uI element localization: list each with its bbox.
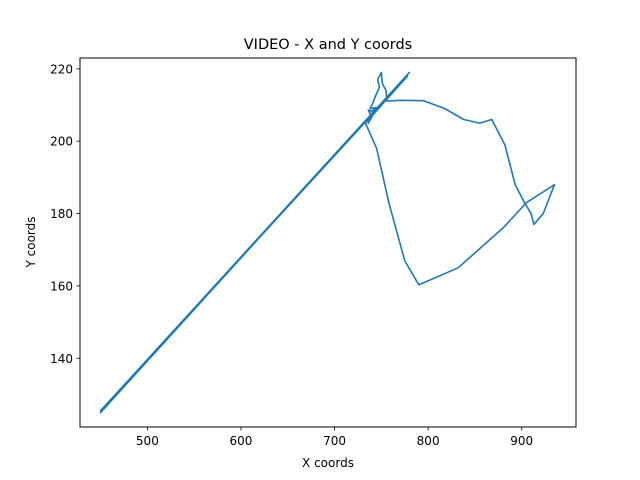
- x-axis: 500 600 700 800 900: [136, 427, 533, 448]
- y-axis-label: Y coords: [24, 216, 38, 268]
- x-axis-label: X coords: [302, 456, 354, 470]
- x-tick-label: 500: [136, 434, 159, 448]
- y-tick-label: 200: [50, 135, 73, 149]
- axes-frame: [79, 57, 577, 428]
- x-tick-label: 600: [230, 434, 253, 448]
- y-tick-label: 160: [50, 279, 73, 293]
- series-line: [99, 71, 556, 414]
- x-tick-label: 900: [510, 434, 533, 448]
- x-tick-label: 800: [417, 434, 440, 448]
- y-tick-label: 140: [50, 352, 73, 366]
- y-tick-label: 220: [50, 62, 73, 76]
- y-tick-label: 180: [50, 207, 73, 221]
- x-tick-label: 700: [323, 434, 346, 448]
- chart-title: VIDEO - X and Y coords: [244, 37, 412, 53]
- y-axis: 140 160 180 200 220: [50, 62, 80, 366]
- series-layer: [99, 71, 556, 414]
